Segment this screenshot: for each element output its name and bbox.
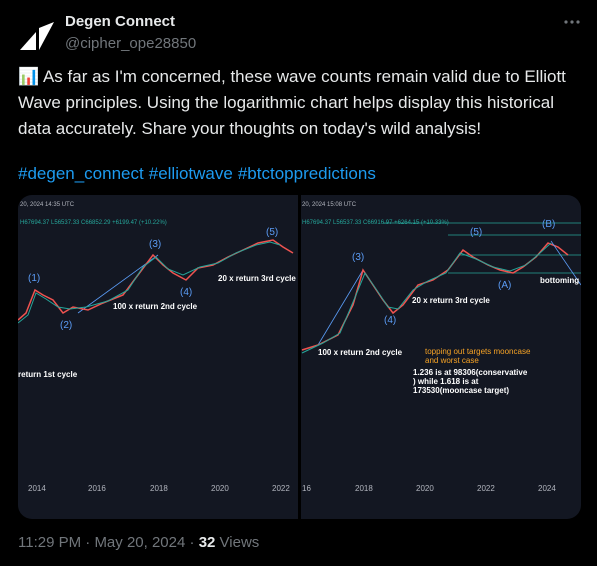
ohlc: H67694.37 L56537.33 C66916.97 +6264.15 (…	[302, 220, 449, 226]
panel-header: 20, 2024 15:08 UTC	[302, 202, 357, 208]
trend-line	[550, 240, 581, 286]
wave-label: (A)	[498, 280, 511, 291]
trend-line	[77, 254, 159, 314]
wave-label: (3)	[149, 239, 161, 250]
wave-label: (5)	[266, 227, 278, 238]
views-label: Views	[219, 534, 260, 551]
x-label: 2020	[416, 484, 434, 493]
x-label: 2022	[272, 484, 290, 493]
chart-note: bottoming o	[540, 276, 581, 285]
ohlc: H67694.37 L56537.33 C66852.29 +6199.47 (…	[20, 220, 167, 226]
chart-note: topping out targets mooncase	[425, 347, 531, 356]
chart-note: 20 x return 3rd cycle	[412, 296, 490, 305]
wave-label: (5)	[470, 227, 482, 238]
dot	[564, 20, 568, 24]
hashtag[interactable]: #degen_connect	[18, 164, 144, 183]
author-name[interactable]: Degen Connect	[65, 13, 176, 30]
chart-note: ) while 1.618 is at	[413, 377, 479, 386]
avatar[interactable]	[16, 16, 58, 58]
wave-label: (4)	[180, 287, 192, 298]
trend-line	[317, 269, 364, 346]
chart-note: 1.236 is at 98306(conservative	[413, 368, 528, 377]
more-menu[interactable]	[562, 14, 582, 30]
wave-label: (4)	[384, 315, 396, 326]
separator: ·	[189, 534, 195, 551]
hashtag[interactable]: #elliotwave	[148, 164, 233, 183]
x-label: 2018	[355, 484, 373, 493]
price-line	[18, 241, 281, 324]
price-line	[301, 242, 552, 354]
x-label: 2016	[88, 484, 106, 493]
tweet-meta: 11:29 PM · May 20, 2024 · 32 Views	[18, 534, 259, 551]
x-label: 2014	[28, 484, 46, 493]
wave-label: (2)	[60, 320, 72, 331]
time[interactable]: 11:29 PM	[18, 534, 82, 551]
x-label: 16	[302, 484, 311, 493]
separator: ·	[85, 534, 91, 551]
logo-shape	[39, 22, 54, 50]
hashtag[interactable]: #btctoppredictions	[237, 164, 376, 183]
x-label: 2020	[211, 484, 229, 493]
dot	[570, 20, 574, 24]
hashtags: #degen_connect #elliotwave #btctoppredicti…	[18, 164, 381, 184]
x-label: 2018	[150, 484, 168, 493]
x-label: 2024	[538, 484, 556, 493]
chart-note: 173530(mooncase target)	[413, 386, 509, 395]
wave-label: (3)	[352, 252, 364, 263]
chart-note: 20 x return 3rd cycle	[218, 274, 296, 283]
chart-note: and worst case	[425, 356, 479, 365]
wave-label: (B)	[542, 219, 555, 230]
chart-image[interactable]: 20, 2024 14:35 UTC H67694.37 L56537.33 C…	[18, 195, 581, 519]
text-line: 📊 As far as I'm concerned, these wave co…	[18, 67, 566, 86]
dot	[576, 20, 580, 24]
panel-header: 20, 2024 14:35 UTC	[20, 202, 75, 208]
wave-label: (1)	[28, 273, 40, 284]
date[interactable]: May 20, 2024	[94, 534, 186, 551]
chart-note: 100 x return 2nd cycle	[113, 302, 198, 311]
view-count: 32	[198, 534, 216, 551]
x-label: 2022	[477, 484, 495, 493]
text-line: Wave principles. Using the logarithmic c…	[18, 93, 555, 112]
divider	[298, 195, 301, 519]
chart-note: 100 x return 2nd cycle	[318, 348, 403, 357]
author-handle[interactable]: @cipher_ope28850	[65, 35, 197, 52]
text-line: data accurately. Share your thoughts on …	[18, 119, 482, 138]
logo-shape	[20, 32, 36, 50]
chart-note: return 1st cycle	[18, 370, 78, 379]
